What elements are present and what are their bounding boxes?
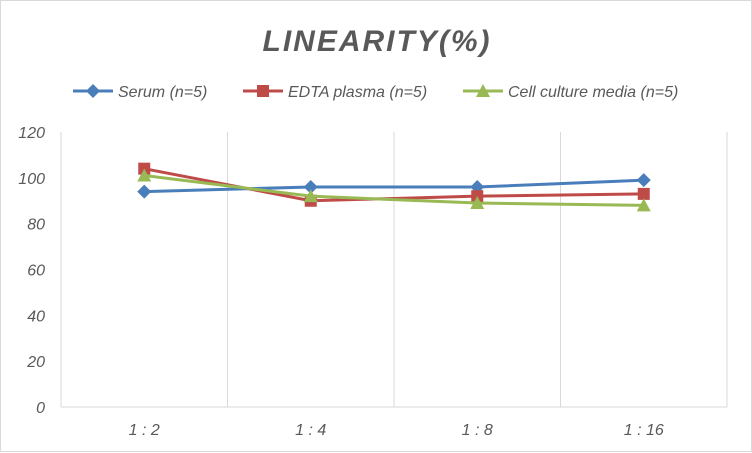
legend-label: Cell culture media (n=5) (508, 84, 678, 101)
diamond-marker (86, 84, 100, 98)
series-line (144, 178, 644, 194)
triangle-marker (476, 84, 490, 97)
triangle-marker (137, 168, 152, 182)
x-tick-label: 1 : 2 (129, 422, 160, 439)
y-tick-label: 80 (27, 217, 45, 234)
x-tick-label: 1 : 8 (462, 422, 493, 439)
y-tick-label: 0 (36, 400, 45, 417)
diamond-marker (137, 184, 152, 199)
legend-label: Serum (n=5) (118, 84, 207, 101)
square-marker (637, 187, 650, 200)
diamond-marker (303, 180, 318, 194)
y-tick-label: 100 (18, 171, 45, 188)
chart-title: LINEARITY(%) (263, 25, 492, 58)
triangle-marker (470, 196, 485, 210)
x-tick-label: 1 : 16 (624, 422, 664, 439)
square-marker (257, 85, 269, 97)
y-tick-label: 60 (27, 263, 45, 280)
legend-label: EDTA plasma (n=5) (288, 84, 427, 101)
x-tick-label: 1 : 4 (295, 422, 326, 439)
triangle-marker (636, 198, 651, 212)
diamond-marker (636, 173, 651, 188)
triangle-marker (303, 189, 318, 203)
series-diamond (137, 173, 651, 199)
y-tick-label: 120 (18, 125, 45, 142)
series-triangle (137, 168, 651, 212)
y-tick-label: 20 (26, 354, 45, 371)
y-tick-label: 40 (27, 308, 45, 325)
series-line (144, 174, 644, 207)
